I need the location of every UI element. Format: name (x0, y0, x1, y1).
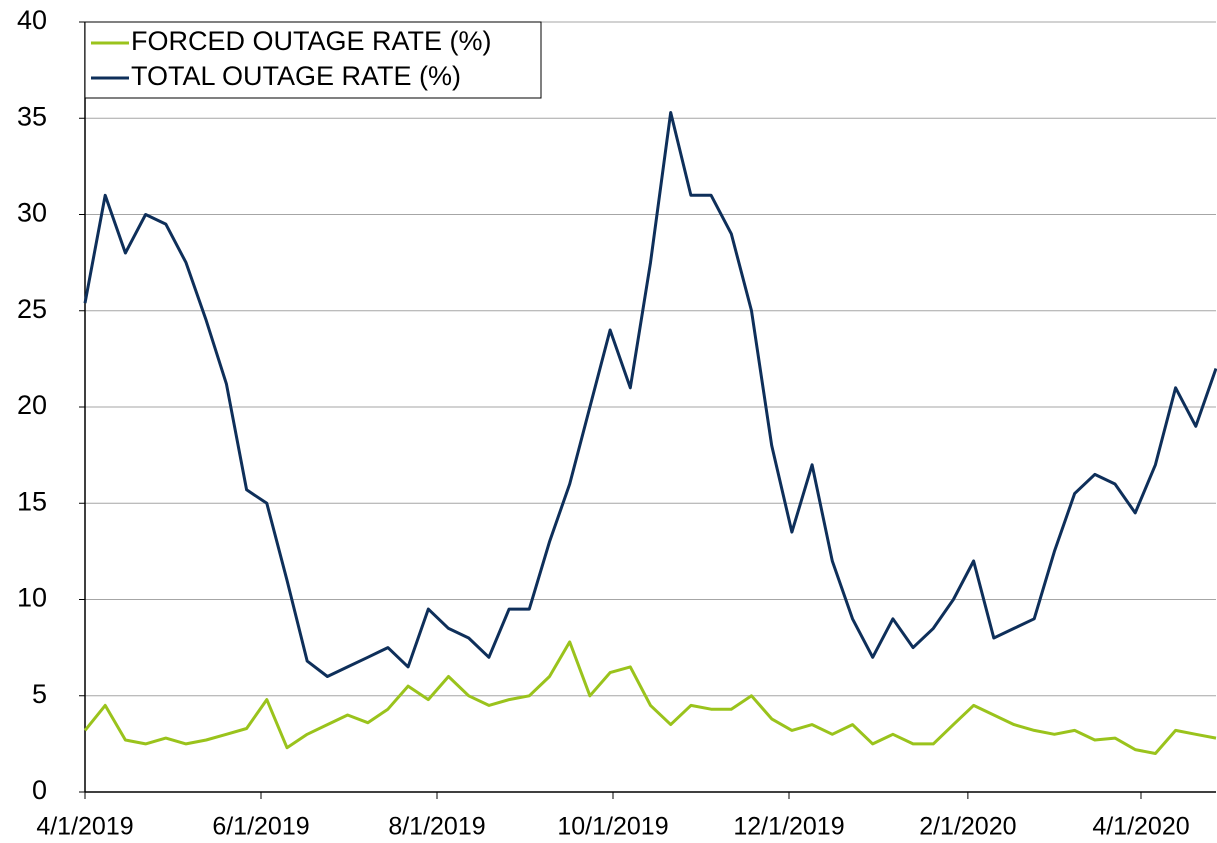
x-tick-label: 4/1/2020 (1092, 813, 1189, 841)
y-tick-label: 20 (17, 390, 47, 420)
legend-label: FORCED OUTAGE RATE (%) (131, 26, 492, 56)
x-tick-label: 6/1/2019 (212, 813, 309, 841)
x-tick-label: 12/1/2019 (733, 813, 844, 841)
series-line (83, 111, 1217, 678)
x-tick-label: 10/1/2019 (557, 813, 668, 841)
legend-label: TOTAL OUTAGE RATE (%) (131, 61, 461, 91)
y-tick-label: 10 (17, 583, 47, 613)
x-tick-label: 8/1/2019 (388, 813, 485, 841)
y-tick-label: 15 (17, 486, 47, 516)
x-tick-label: 4/1/2019 (36, 813, 133, 841)
y-tick-label: 30 (17, 198, 47, 228)
y-tick-label: 5 (32, 679, 47, 709)
x-tick-label: 2/1/2020 (919, 813, 1016, 841)
y-tick-label: 35 (17, 101, 47, 131)
series-line (83, 640, 1217, 755)
y-tick-label: 25 (17, 294, 47, 324)
y-tick-label: 40 (17, 5, 47, 35)
legend-box (84, 21, 542, 99)
y-tick-label: 0 (32, 775, 47, 805)
